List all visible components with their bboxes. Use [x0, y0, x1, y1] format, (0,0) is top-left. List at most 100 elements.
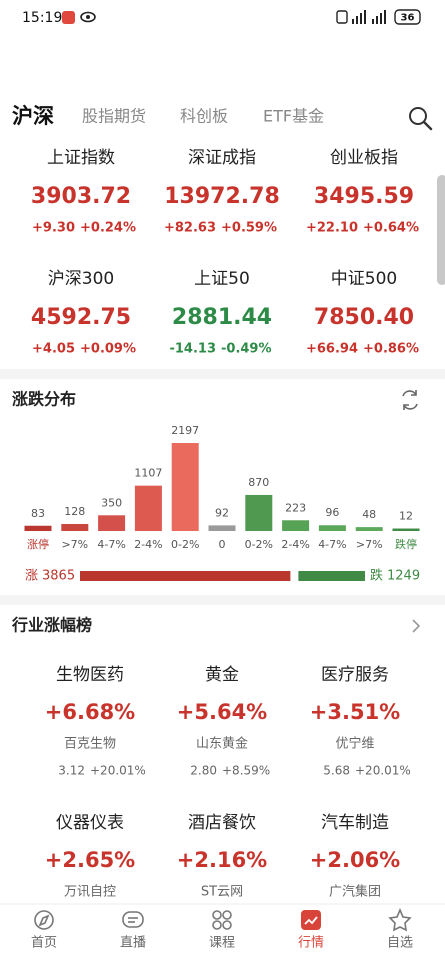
nav-item[interactable]: 课程 — [209, 936, 235, 951]
nav-item[interactable]: 行情 — [298, 936, 324, 951]
bar-category-label: 2-4% — [134, 538, 162, 551]
distribution-bar — [61, 523, 89, 531]
status-time: 15:19 — [22, 10, 62, 26]
bar-category-label: 涨停 — [27, 537, 49, 551]
bar-value-label: 92 — [215, 506, 229, 519]
index-name[interactable]: 创业板指 — [330, 148, 398, 168]
industry-name[interactable]: 医疗服务 — [321, 665, 389, 685]
index-name[interactable]: 上证50 — [194, 269, 250, 289]
industry-name[interactable]: 汽车制造 — [321, 813, 389, 833]
bar-value-label: 12 — [399, 510, 413, 523]
nav-active-icon-mark — [304, 916, 318, 925]
signal-icons — [352, 10, 386, 24]
industry-name[interactable]: 生物医药 — [56, 665, 124, 685]
bar-category-label: 0-2% — [245, 538, 273, 551]
bar-value-label: 48 — [362, 508, 376, 521]
leading-stock: 百克生物 — [64, 737, 116, 752]
market-tab[interactable]: 科创板 — [180, 107, 228, 126]
market-tab[interactable]: 股指期货 — [82, 107, 146, 126]
bar-value-label: 223 — [285, 501, 306, 514]
bar-category-label: 4-7% — [318, 538, 346, 551]
leading-stock: 广汽集团 — [329, 884, 381, 900]
index-name[interactable]: 中证500 — [331, 269, 397, 289]
refresh-button[interactable] — [402, 390, 418, 410]
eye-pupil — [86, 15, 90, 19]
index-change: +22.10 — [306, 221, 358, 236]
industry-percent: +2.06% — [310, 848, 400, 872]
up-count: 3865 — [42, 569, 75, 584]
leading-stock: 山东黄金 — [196, 736, 248, 752]
index-percent: +0.09% — [80, 342, 136, 357]
stock-percent: +8.59% — [222, 764, 270, 778]
leading-stock: 万讯自控 — [64, 885, 116, 900]
battery-icon — [394, 9, 421, 25]
index-change: -14.13 — [169, 342, 216, 357]
index-value: 3903.72 — [31, 184, 131, 209]
industry-percent: +2.16% — [177, 848, 267, 872]
leading-stock: ST云网 — [201, 885, 243, 900]
search-button[interactable] — [409, 107, 433, 131]
section-gap — [0, 595, 445, 605]
bar-value-label: 2197 — [171, 424, 199, 437]
distribution-bar — [318, 525, 346, 531]
bar-category-label: 跌停 — [395, 537, 417, 551]
section-title: 行业涨幅榜 — [11, 616, 92, 635]
index-change: +4.05 — [32, 342, 75, 357]
index-value: 13972.78 — [164, 184, 280, 209]
index-change: +82.63 — [164, 221, 216, 236]
distribution-bar — [98, 515, 126, 531]
bar-category-label: 0 — [219, 538, 226, 551]
bar-category-label: 2-4% — [281, 538, 309, 551]
market-tab[interactable]: 沪深 — [12, 104, 54, 128]
nav-item[interactable]: 自选 — [387, 936, 413, 951]
index-percent: +0.86% — [363, 342, 419, 357]
index-name[interactable]: 上证指数 — [47, 148, 115, 168]
industry-percent: +6.68% — [45, 700, 135, 724]
nav-active-icon — [301, 910, 321, 930]
stock-percent: +20.01% — [355, 764, 411, 778]
nav-icons — [34, 907, 412, 932]
stock-percent: +20.01% — [90, 764, 146, 778]
industry-name[interactable]: 仪器仪表 — [56, 813, 124, 833]
side-handle[interactable] — [437, 175, 445, 285]
industry-name[interactable]: 酒店餐饮 — [188, 813, 256, 833]
bar-category-label: 0-2% — [171, 538, 199, 551]
bar-value-label: 1107 — [134, 467, 162, 480]
eye-icon — [80, 11, 96, 23]
leading-stock: 优宁维 — [335, 736, 374, 752]
market-tab[interactable]: ETF基金 — [263, 107, 324, 126]
distribution-bar — [282, 520, 310, 531]
bar-category-label: >7% — [61, 538, 88, 551]
index-name[interactable]: 沪深300 — [48, 269, 114, 289]
industry-percent: +2.65% — [45, 848, 135, 872]
index-percent: +0.24% — [80, 221, 136, 236]
down-ratio-bar — [298, 571, 365, 581]
distribution-bar — [245, 494, 273, 531]
nav-item[interactable]: 直播 — [120, 936, 146, 951]
index-value: 3495.59 — [314, 184, 414, 209]
bar-value-label: 96 — [325, 506, 339, 519]
distribution-bar — [392, 528, 420, 531]
distribution-bar — [355, 527, 383, 531]
nav-item[interactable]: 首页 — [31, 936, 57, 951]
index-percent: +0.59% — [221, 221, 277, 236]
up-label: 涨 — [25, 569, 38, 584]
industry-percent: +3.51% — [310, 700, 400, 724]
index-name[interactable]: 深证成指 — [188, 148, 256, 168]
index-value: 4592.75 — [31, 305, 131, 330]
app-icon — [62, 11, 75, 24]
more-chevron[interactable] — [412, 619, 421, 633]
distribution-bar — [24, 525, 52, 531]
bar-value-label: 83 — [31, 507, 45, 520]
industry-name[interactable]: 黄金 — [205, 665, 239, 685]
index-percent: -0.49% — [221, 342, 272, 357]
distribution-bar — [134, 485, 162, 531]
section-gap — [0, 369, 445, 379]
index-change: +66.94 — [306, 342, 358, 357]
section-title: 涨跌分布 — [12, 390, 76, 409]
distribution-bar — [208, 525, 236, 531]
stock-price: 2.80 — [190, 764, 217, 778]
bar-category-label: >7% — [356, 538, 383, 551]
